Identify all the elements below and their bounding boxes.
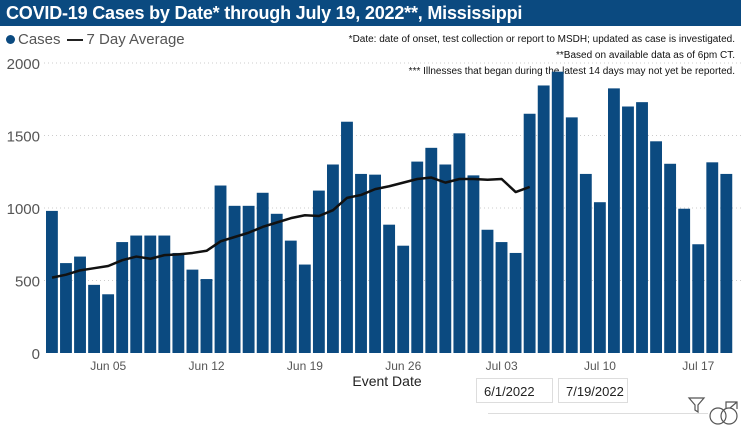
note-based: **Based on available data as of 6pm CT. — [556, 50, 735, 61]
bar-2022-07-01 — [467, 175, 480, 353]
bar-2022-06-23 — [355, 173, 367, 353]
bar-2022-06-12 — [200, 279, 213, 353]
bar-2022-06-14 — [228, 205, 241, 353]
bar-2022-06-05 — [102, 294, 115, 353]
bar-2022-07-14 — [650, 141, 662, 353]
bar-2022-06-09 — [158, 235, 171, 353]
x-tick-label: Jul 17 — [682, 359, 714, 373]
focus-mode-icon[interactable] — [708, 400, 741, 427]
x-tick-label: Jul 03 — [486, 359, 518, 373]
bar-2022-06-21 — [327, 164, 339, 353]
bar-2022-07-11 — [608, 88, 620, 353]
bar-2022-06-20 — [312, 190, 325, 353]
y-tick-label: 500 — [15, 274, 40, 291]
bar-2022-06-01 — [46, 210, 58, 353]
x-axis-title: Event Date — [352, 373, 421, 389]
bar-2022-07-02 — [481, 229, 494, 353]
bar-2022-06-27 — [411, 161, 424, 353]
bar-2022-06-29 — [439, 164, 452, 353]
chart-title: COVID-19 Cases by Date* through July 19,… — [0, 0, 741, 26]
x-tick-label: Jun 19 — [287, 359, 323, 373]
bar-2022-06-04 — [88, 284, 100, 353]
bar-2022-06-18 — [284, 240, 297, 353]
bar-2022-07-13 — [636, 102, 648, 354]
bar-2022-07-07 — [551, 71, 564, 353]
bar-2022-07-16 — [678, 208, 691, 353]
bar-2022-06-28 — [425, 147, 438, 353]
bar-2022-06-16 — [256, 192, 269, 353]
bar-2022-07-06 — [537, 85, 550, 353]
end-date-input[interactable]: 7/19/2022 — [558, 378, 628, 403]
bar-2022-07-15 — [664, 163, 677, 353]
bar-2022-06-19 — [298, 264, 311, 353]
bar-2022-07-17 — [692, 244, 705, 353]
chart-area: 0 500 1000 1500 2000 Jun 05 Jun 12 Jun 19 Jun 26… — [7, 56, 741, 389]
bar-2022-06-15 — [242, 205, 255, 353]
bar-2022-06-24 — [369, 174, 381, 353]
y-tick-label: 1000 — [7, 201, 40, 218]
bar-2022-06-07 — [130, 235, 143, 353]
legend: Cases 7 Day Average — [6, 31, 185, 48]
filter-icon[interactable] — [687, 396, 707, 414]
bar-2022-07-08 — [565, 117, 578, 353]
legend-cases: Cases — [18, 31, 61, 48]
bar-2022-07-09 — [579, 173, 592, 353]
x-tick-label: Jun 12 — [189, 359, 225, 373]
x-tick-label: Jul 10 — [584, 359, 616, 373]
note-date: *Date: date of onset, test collection or… — [348, 34, 735, 45]
y-tick-label: 1500 — [7, 129, 40, 146]
date-slider-track[interactable] — [488, 413, 708, 414]
bar-2022-06-08 — [144, 235, 157, 353]
bar-2022-07-03 — [495, 242, 508, 353]
y-tick-label: 2000 — [7, 56, 40, 73]
bar-2022-07-18 — [706, 162, 719, 353]
bar-2022-06-02 — [60, 263, 72, 353]
average-legend-marker — [66, 39, 83, 42]
bar-2022-06-13 — [214, 185, 227, 353]
bar-2022-07-04 — [509, 252, 522, 353]
bar-2022-07-05 — [523, 113, 536, 353]
bar-2022-06-03 — [74, 256, 86, 353]
bar-2022-06-25 — [383, 224, 396, 353]
bar-2022-06-22 — [341, 121, 353, 353]
bar-2022-06-26 — [397, 245, 410, 353]
x-tick-label: Jun 26 — [385, 359, 421, 373]
bar-2022-06-10 — [172, 252, 185, 353]
bar-2022-06-06 — [116, 242, 129, 353]
seven-day-average-line — [51, 176, 531, 279]
bar-2022-07-12 — [622, 106, 634, 353]
bar-2022-07-10 — [593, 202, 606, 353]
y-tick-label: 0 — [32, 346, 40, 363]
legend-average: 7 Day Average — [86, 31, 185, 48]
cases-legend-marker — [6, 35, 15, 44]
bar-2022-07-19 — [720, 173, 733, 353]
note-illnesses: *** Illnesses that began during the late… — [408, 66, 735, 77]
x-tick-label: Jun 05 — [90, 359, 126, 373]
bar-2022-06-30 — [453, 133, 466, 353]
bar-2022-06-11 — [186, 269, 199, 353]
bar-2022-06-17 — [270, 213, 283, 353]
start-date-input[interactable]: 6/1/2022 — [476, 378, 553, 403]
